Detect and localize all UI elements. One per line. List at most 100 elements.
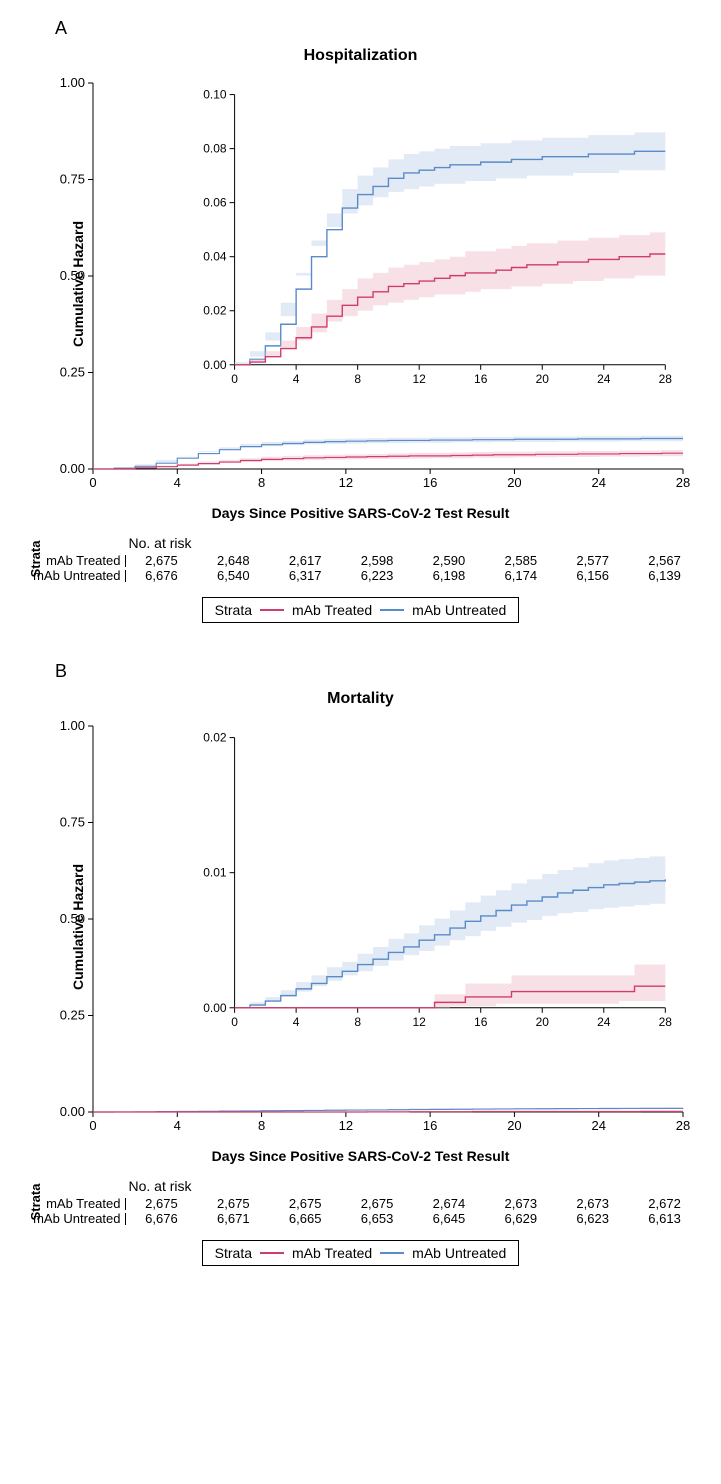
svg-text:4: 4: [292, 372, 299, 386]
risk-row: mAb Treated2,6752,6482,6172,5982,5902,58…: [21, 553, 701, 568]
svg-text:28: 28: [658, 1015, 672, 1029]
panel-a-risk-table: Strata No. at risk mAb Treated2,6752,648…: [21, 535, 701, 583]
legend-untreated-swatch: [380, 1252, 404, 1254]
legend-treated-label: mAb Treated: [292, 1245, 372, 1261]
svg-text:4: 4: [173, 475, 180, 490]
risk-cell: 2,672: [629, 1196, 701, 1211]
svg-text:0.00: 0.00: [203, 358, 227, 372]
svg-text:12: 12: [338, 475, 352, 490]
risk-cell: 6,676: [126, 1211, 198, 1226]
panel-b-risk-header: No. at risk: [129, 1178, 701, 1194]
risk-cell: 6,676: [126, 568, 198, 583]
svg-text:0.75: 0.75: [59, 815, 84, 830]
panel-b-ylabel: Cumulative Hazard: [70, 864, 86, 990]
svg-text:1.00: 1.00: [59, 75, 84, 90]
risk-cell: 2,673: [557, 1196, 629, 1211]
svg-text:4: 4: [173, 1118, 180, 1133]
risk-row: mAb Untreated6,6766,6716,6656,6536,6456,…: [21, 1211, 701, 1226]
panel-b-xlabel: Days Since Positive SARS-CoV-2 Test Resu…: [20, 1148, 701, 1164]
panel-b-label: B: [55, 661, 701, 682]
legend-treated-swatch: [260, 1252, 284, 1254]
risk-cell: 2,598: [341, 553, 413, 568]
legend-untreated-swatch: [380, 609, 404, 611]
svg-text:28: 28: [675, 1118, 689, 1133]
panel-a-chart: Cumulative Hazard 04812162024280.000.250…: [21, 69, 701, 499]
legend-title: Strata: [215, 1245, 252, 1261]
panel-b-chart: Cumulative Hazard 04812162024280.000.250…: [21, 712, 701, 1142]
risk-cell: 2,675: [197, 1196, 269, 1211]
svg-text:20: 20: [507, 475, 521, 490]
svg-text:28: 28: [658, 372, 672, 386]
svg-text:24: 24: [591, 1118, 605, 1133]
svg-text:0.00: 0.00: [59, 461, 84, 476]
panel-a-risk-header: No. at risk: [129, 535, 701, 551]
risk-cell: 2,567: [629, 553, 701, 568]
svg-text:8: 8: [354, 1015, 361, 1029]
risk-cell: 6,174: [485, 568, 557, 583]
svg-text:8: 8: [257, 475, 264, 490]
panel-a-title: Hospitalization: [20, 47, 701, 65]
svg-text:16: 16: [422, 475, 436, 490]
svg-text:4: 4: [292, 1015, 299, 1029]
risk-cell: 2,590: [413, 553, 485, 568]
risk-cell: 6,623: [557, 1211, 629, 1226]
risk-cell: 6,223: [341, 568, 413, 583]
svg-text:0.06: 0.06: [203, 196, 227, 210]
panel-a-ylabel: Cumulative Hazard: [70, 221, 86, 347]
risk-cell: 6,540: [197, 568, 269, 583]
risk-cell: 2,675: [341, 1196, 413, 1211]
svg-text:0.02: 0.02: [203, 731, 227, 745]
panel-b-risk-strata: Strata: [27, 1184, 42, 1221]
svg-text:0.02: 0.02: [203, 304, 227, 318]
risk-cell: 2,673: [485, 1196, 557, 1211]
panel-b-title: Mortality: [20, 690, 701, 708]
risk-cell: 6,156: [557, 568, 629, 583]
svg-text:28: 28: [675, 475, 689, 490]
panel-a-risk-strata: Strata: [27, 541, 42, 578]
svg-text:12: 12: [412, 372, 426, 386]
svg-text:24: 24: [597, 1015, 611, 1029]
risk-cell: 2,674: [413, 1196, 485, 1211]
panel-b-risk-table: Strata No. at risk mAb Treated2,6752,675…: [21, 1178, 701, 1226]
svg-text:24: 24: [591, 475, 605, 490]
svg-text:0.08: 0.08: [203, 142, 227, 156]
risk-cell: 6,653: [341, 1211, 413, 1226]
svg-text:20: 20: [535, 1015, 549, 1029]
svg-text:0.00: 0.00: [59, 1104, 84, 1119]
svg-text:0: 0: [231, 1015, 238, 1029]
svg-text:0.75: 0.75: [59, 172, 84, 187]
panel-b-svg: 04812162024280.000.250.500.751.000481216…: [21, 712, 701, 1142]
svg-text:24: 24: [597, 372, 611, 386]
svg-text:0: 0: [231, 372, 238, 386]
legend-treated-swatch: [260, 609, 284, 611]
risk-cell: 2,675: [126, 1196, 198, 1211]
risk-cell: 6,613: [629, 1211, 701, 1226]
panel-b-legend: Strata mAb Treated mAb Untreated: [202, 1240, 520, 1266]
risk-cell: 6,645: [413, 1211, 485, 1226]
svg-text:0.04: 0.04: [203, 250, 227, 264]
risk-row: mAb Treated2,6752,6752,6752,6752,6742,67…: [21, 1196, 701, 1211]
legend-treated-label: mAb Treated: [292, 602, 372, 618]
svg-text:0.10: 0.10: [203, 88, 227, 102]
svg-text:16: 16: [474, 1015, 488, 1029]
risk-cell: 6,198: [413, 568, 485, 583]
risk-cell: 6,317: [269, 568, 341, 583]
risk-cell: 6,671: [197, 1211, 269, 1226]
legend-untreated-label: mAb Untreated: [412, 1245, 506, 1261]
svg-text:0: 0: [89, 475, 96, 490]
risk-cell: 2,675: [269, 1196, 341, 1211]
risk-cell: 2,675: [126, 553, 198, 568]
svg-text:8: 8: [354, 372, 361, 386]
risk-cell: 6,665: [269, 1211, 341, 1226]
risk-cell: 2,577: [557, 553, 629, 568]
svg-text:8: 8: [257, 1118, 264, 1133]
panel-a-label: A: [55, 18, 701, 39]
risk-row: mAb Untreated6,6766,5406,3176,2236,1986,…: [21, 568, 701, 583]
legend-untreated-label: mAb Untreated: [412, 602, 506, 618]
risk-cell: 2,585: [485, 553, 557, 568]
svg-text:16: 16: [474, 372, 488, 386]
risk-cell: 2,617: [269, 553, 341, 568]
panel-a-xlabel: Days Since Positive SARS-CoV-2 Test Resu…: [20, 505, 701, 521]
svg-text:16: 16: [422, 1118, 436, 1133]
svg-text:0.00: 0.00: [203, 1001, 227, 1015]
